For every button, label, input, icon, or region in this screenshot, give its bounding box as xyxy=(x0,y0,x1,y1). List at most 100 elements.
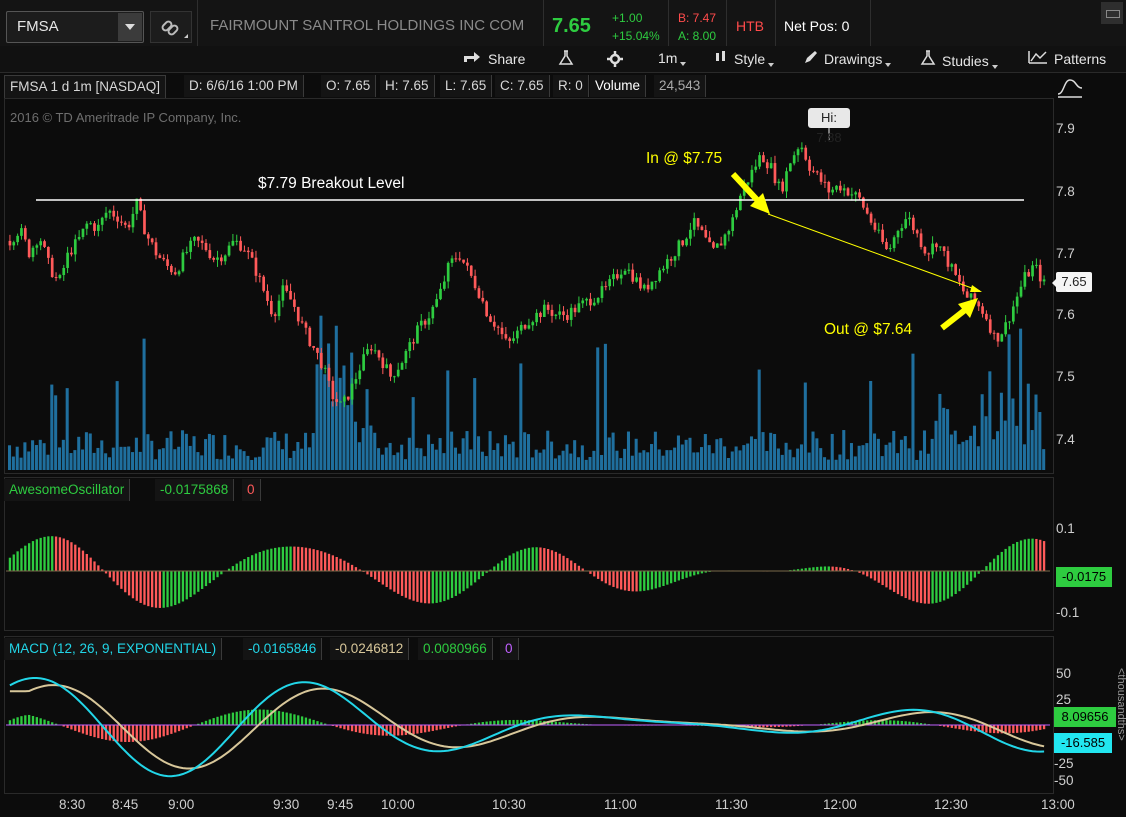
candle-body xyxy=(758,155,761,167)
timeframe-button[interactable]: 1m xyxy=(658,50,687,66)
volume-bar xyxy=(146,434,150,470)
volume-bar xyxy=(15,446,19,470)
candle-body xyxy=(600,286,604,298)
volume-bar xyxy=(634,438,638,470)
macd-line xyxy=(9,677,1045,778)
volume-bar xyxy=(380,454,384,470)
last-price: 7.65 xyxy=(552,15,591,37)
candle-body xyxy=(589,298,592,306)
macd-panel[interactable] xyxy=(4,636,1054,794)
candle-body xyxy=(650,281,654,290)
volume-bar xyxy=(65,388,69,470)
candle-body xyxy=(708,237,711,243)
candle-body xyxy=(277,300,281,317)
candle-body xyxy=(519,324,523,331)
macd-tick: 50 xyxy=(1056,666,1072,681)
maximize-button[interactable] xyxy=(1101,2,1123,24)
candle-body xyxy=(381,357,385,369)
candle-body xyxy=(346,396,350,400)
drawings-label: Drawings xyxy=(824,51,883,67)
volume-bar xyxy=(830,433,834,470)
volume-bar xyxy=(873,433,877,470)
candle-body xyxy=(516,330,519,339)
candle-body xyxy=(685,238,688,246)
ao-study-name[interactable]: AwesomeOscillator xyxy=(4,479,131,501)
candle-body xyxy=(739,195,742,211)
volume-bar xyxy=(584,459,588,470)
studies-button[interactable]: Studies xyxy=(920,50,998,69)
candle-body xyxy=(235,240,239,242)
flask-button[interactable] xyxy=(558,50,574,69)
time-tick: 9:45 xyxy=(327,797,354,812)
chart-symbol-info[interactable]: FMSA 1 d 1m [NASDAQ] xyxy=(4,75,167,99)
settings-button[interactable] xyxy=(606,50,624,71)
candle-body xyxy=(908,217,911,220)
volume-bar xyxy=(819,448,823,470)
last-price-tag: 7.65 xyxy=(1056,272,1092,292)
candle-body xyxy=(177,271,181,275)
volume-bar xyxy=(407,437,411,470)
volume-bar xyxy=(650,444,654,470)
candle-body xyxy=(669,259,673,261)
candle-body xyxy=(800,147,804,150)
macd-tick: -25 xyxy=(1054,756,1074,771)
volume-bar xyxy=(111,447,115,470)
pattern-toggle-button[interactable] xyxy=(1056,74,1084,100)
time-tick: 9:30 xyxy=(273,797,300,812)
exit-arrow-head xyxy=(958,298,978,318)
candle-body xyxy=(881,229,884,242)
macd-study-name[interactable]: MACD (12, 26, 9, EXPONENTIAL) xyxy=(4,638,223,660)
volume-bar xyxy=(592,450,596,470)
ask-price: A: 8.00 xyxy=(678,29,717,43)
candle-body xyxy=(419,320,423,326)
candle-body xyxy=(792,155,796,164)
candle-body xyxy=(427,318,431,325)
candle-body xyxy=(969,293,973,298)
volume-bar xyxy=(500,456,504,470)
volume-bar xyxy=(342,365,346,470)
candle-body xyxy=(412,342,415,344)
candle-body xyxy=(765,162,769,169)
volume-bar xyxy=(411,397,415,470)
candle-body xyxy=(727,231,731,235)
candle-body xyxy=(642,284,646,289)
candle-icon xyxy=(716,51,725,61)
drawings-button[interactable]: Drawings xyxy=(804,50,892,67)
patterns-button[interactable]: Patterns xyxy=(1028,50,1106,67)
link-button[interactable] xyxy=(150,11,192,43)
candle-body xyxy=(293,299,296,307)
share-button[interactable]: Share xyxy=(462,50,525,67)
candle-body xyxy=(915,230,919,234)
volume-bar xyxy=(700,447,704,470)
candle-body xyxy=(481,297,485,302)
candle-body xyxy=(504,334,508,339)
volume-bar xyxy=(207,433,211,470)
price-panel[interactable] xyxy=(4,98,1054,474)
volume-bar xyxy=(277,440,281,470)
volume-bar xyxy=(603,343,607,470)
candle-body xyxy=(462,259,465,263)
candle-body xyxy=(892,237,896,249)
chevron-down-icon[interactable] xyxy=(118,13,142,41)
style-button[interactable]: Style xyxy=(714,50,775,67)
patterns-icon xyxy=(1028,51,1047,64)
volume-bar xyxy=(799,444,803,470)
ao-panel[interactable] xyxy=(4,477,1054,631)
volume-bar xyxy=(392,455,396,470)
candle-body xyxy=(581,300,585,304)
candle-body xyxy=(273,314,277,317)
candle-body xyxy=(873,222,877,230)
candle-body xyxy=(312,346,315,348)
candle-body xyxy=(785,171,788,192)
candle-body xyxy=(450,258,454,263)
symbol-selector[interactable]: FMSA xyxy=(6,11,144,43)
candle-body xyxy=(665,259,669,269)
candle-body xyxy=(1019,286,1023,297)
candle-body xyxy=(223,255,227,262)
entry-arrow-head xyxy=(750,193,770,214)
candle-body xyxy=(992,332,996,334)
candle-body xyxy=(400,363,404,370)
candle-body xyxy=(842,188,846,191)
volume-bar xyxy=(934,420,938,470)
